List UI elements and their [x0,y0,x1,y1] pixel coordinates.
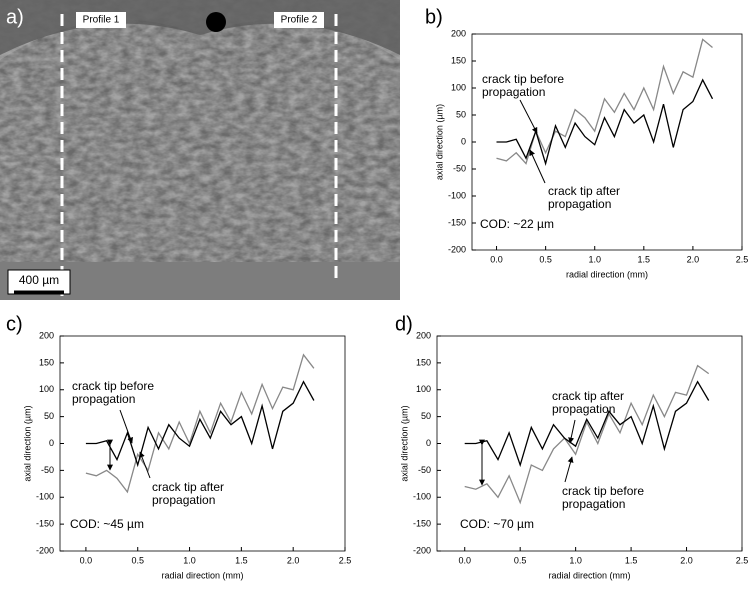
x-tick-label: 2.5 [736,555,749,565]
y-tick-label: 100 [451,82,466,92]
annotation-arrow [564,456,574,483]
y-tick-label: 50 [421,411,431,421]
annotation: propagation [152,493,215,507]
y-tick-label: -200 [448,244,466,254]
annotation-arrow [519,99,538,134]
x-axis-label: radial direction (mm) [566,269,648,279]
y-tick-label: -150 [413,519,431,529]
panel-label: d) [395,313,413,335]
cod-label: COD: ~45 µm [70,517,144,531]
data-line [496,38,713,165]
x-tick-label: 2.5 [736,254,749,264]
annotation: crack tip after [152,480,224,494]
y-tick-label: -200 [413,545,431,555]
cod-label: COD: ~22 µm [480,217,554,231]
x-axis-label: radial direction (mm) [548,570,630,580]
annotation-arrow [568,419,576,444]
annotation: crack tip before [562,484,644,498]
panel-label: b) [425,6,443,28]
y-tick-label: 200 [451,28,466,38]
x-tick-label: 2.0 [687,254,700,264]
x-tick-label: 1.5 [235,555,248,565]
profile-label: Profile 2 [281,15,318,26]
x-tick-label: 0.5 [539,254,552,264]
y-tick-label: 100 [416,384,431,394]
x-tick-label: 1.0 [569,555,582,565]
profile-label: Profile 1 [83,15,120,26]
x-tick-label: 1.5 [638,254,651,264]
x-tick-label: 1.0 [588,254,601,264]
annotation: propagation [482,85,545,99]
y-tick-label: 150 [451,55,466,65]
cod-label: COD: ~70 µm [460,517,534,531]
x-tick-label: 0.0 [458,555,471,565]
y-tick-label: 100 [39,384,54,394]
y-tick-label: -100 [448,190,466,200]
y-tick-label: 200 [416,330,431,340]
x-tick-label: 2.0 [287,555,300,565]
x-tick-label: 0.5 [514,555,527,565]
annotation: crack tip before [72,379,154,393]
x-tick-label: 1.5 [625,555,638,565]
annotation-arrow [529,149,546,184]
y-tick-label: -50 [418,465,431,475]
x-tick-label: 0.5 [131,555,144,565]
y-tick-label: 150 [416,357,431,367]
y-tick-label: -100 [36,492,54,502]
panel-label: c) [6,313,23,335]
y-tick-label: 50 [456,109,466,119]
data-line [496,78,714,166]
y-tick-label: -100 [413,492,431,502]
x-tick-label: 1.0 [183,555,196,565]
annotation: propagation [548,197,611,211]
y-tick-label: 200 [39,330,54,340]
annotation: crack tip before [482,72,564,86]
y-tick-label: -50 [453,163,466,173]
data-line [85,380,315,468]
data-line [85,353,315,494]
annotation: crack tip after [552,389,624,403]
annotation: propagation [552,402,615,416]
y-axis-label: axial direction (µm) [434,104,444,180]
y-tick-label: 0 [426,438,431,448]
annotation: propagation [72,392,135,406]
x-axis-label: radial direction (mm) [161,570,243,580]
data-line [464,380,710,468]
annotation-arrow [139,451,151,479]
y-tick-label: 150 [39,357,54,367]
data-line [464,364,710,505]
annotation: crack tip after [548,184,620,198]
x-tick-label: 2.5 [339,555,352,565]
y-tick-label: 0 [49,438,54,448]
y-axis-label: axial direction (µm) [22,405,32,481]
y-tick-label: -150 [448,217,466,227]
x-tick-label: 2.0 [680,555,693,565]
y-tick-label: -200 [36,545,54,555]
scale-bar-label: 400 µm [19,273,59,287]
y-tick-label: 0 [461,136,466,146]
y-tick-label: -50 [41,465,54,475]
x-tick-label: 0.0 [490,254,503,264]
y-axis-label: axial direction (µm) [399,405,409,481]
annotation-arrow [119,409,133,444]
micrograph: a) Profile 1 Profile 2 400 µm [0,0,400,300]
annotation: propagation [562,497,625,511]
x-tick-label: 0.0 [80,555,93,565]
panel-label: a) [6,6,24,28]
y-tick-label: -150 [36,519,54,529]
y-tick-label: 50 [44,411,54,421]
